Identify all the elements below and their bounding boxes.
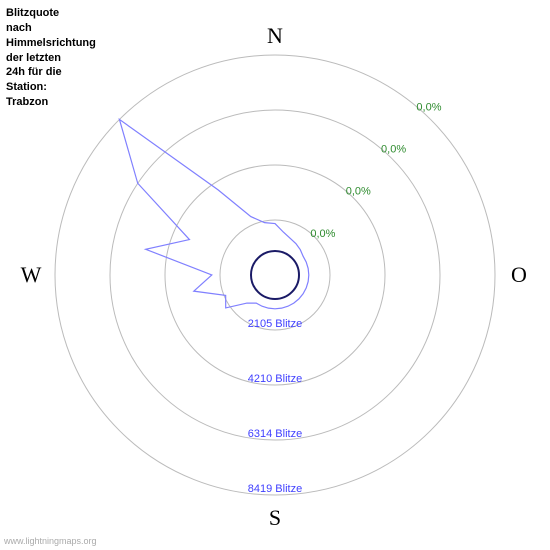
ring-label-count-1: 4210 Blitze: [248, 373, 302, 385]
ring-label-pct-3: 0,0%: [416, 101, 441, 113]
cardinal-n: N: [267, 23, 283, 48]
ring-label-pct-2: 0,0%: [381, 144, 406, 156]
ring-label-count-2: 6314 Blitze: [248, 428, 302, 440]
cardinal-e: O: [511, 262, 527, 287]
cardinal-s: S: [269, 505, 281, 530]
ring-label-count-3: 8419 Blitze: [248, 483, 302, 495]
polar-chart: N S W O 0,0% 0,0% 0,0% 0,0% 2105 Blitze 4210 Blit…: [0, 0, 550, 550]
ring-label-pct-1: 0,0%: [346, 186, 371, 198]
attribution-footer: www.lightningmaps.org: [4, 536, 97, 546]
cardinal-w: W: [21, 262, 42, 287]
ring-label-pct-0: 0,0%: [310, 228, 335, 240]
ring-label-count-0: 2105 Blitze: [248, 318, 302, 330]
